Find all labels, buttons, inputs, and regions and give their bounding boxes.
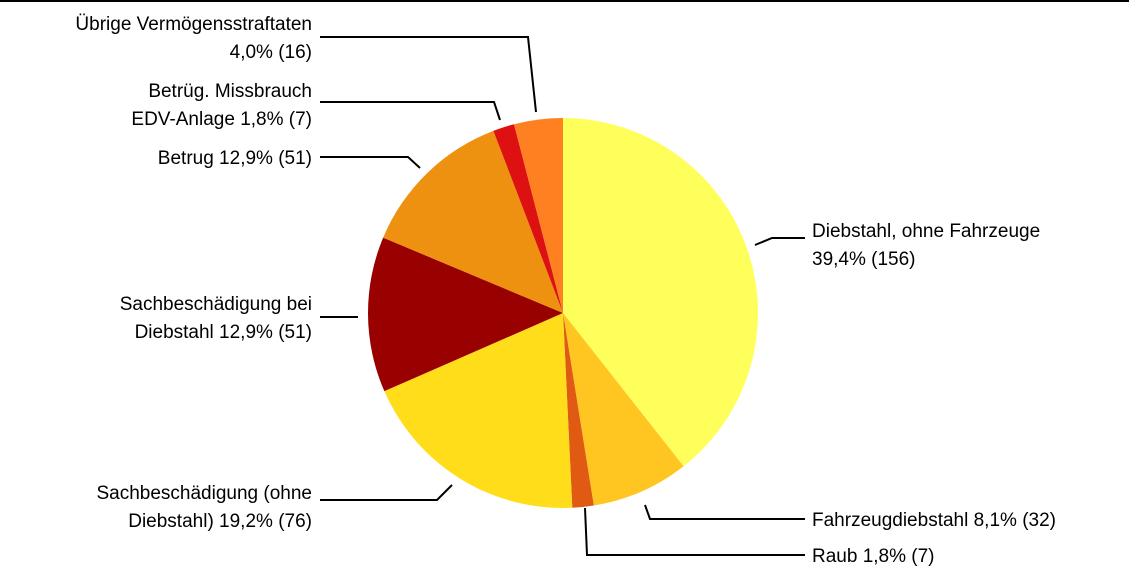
pie-slice [563, 313, 594, 508]
slice-label: EDV-Anlage 1,8% (7) [131, 109, 312, 130]
pie-slice [563, 313, 684, 506]
pie-slice [514, 118, 563, 313]
leader-line [584, 507, 805, 556]
slice-label: 39,4% (156) [812, 249, 916, 270]
pie-slice [384, 313, 573, 509]
slice-label: Sachbeschädigung bei [120, 294, 312, 315]
slice-label: Betrug 12,9% (51) [158, 148, 312, 169]
leader-line [320, 36, 537, 113]
pie-slice [563, 118, 759, 467]
slice-label: Übrige Vermögensstraftaten [75, 14, 312, 35]
leader-line [754, 237, 805, 246]
pie-slice [383, 130, 563, 313]
leader-line [644, 504, 805, 520]
slice-label: Diebstahl) 19,2% (76) [128, 511, 312, 532]
slice-label: 4,0% (16) [230, 42, 312, 63]
slice-label: Betrüg. Missbrauch [148, 81, 312, 102]
slice-label: Raub 1,8% (7) [812, 546, 935, 567]
leader-line [320, 484, 453, 501]
slice-label: Sachbeschädigung (ohne [96, 483, 312, 504]
slice-label: Diebstahl 12,9% (51) [135, 322, 312, 343]
pie-slice [493, 124, 563, 313]
slice-label: Diebstahl, ohne Fahrzeuge [812, 221, 1040, 242]
slice-label: Fahrzeugdiebstahl 8,1% (32) [812, 510, 1056, 531]
leader-line [320, 156, 421, 169]
leader-line [320, 101, 501, 121]
pie-slice [367, 237, 563, 392]
